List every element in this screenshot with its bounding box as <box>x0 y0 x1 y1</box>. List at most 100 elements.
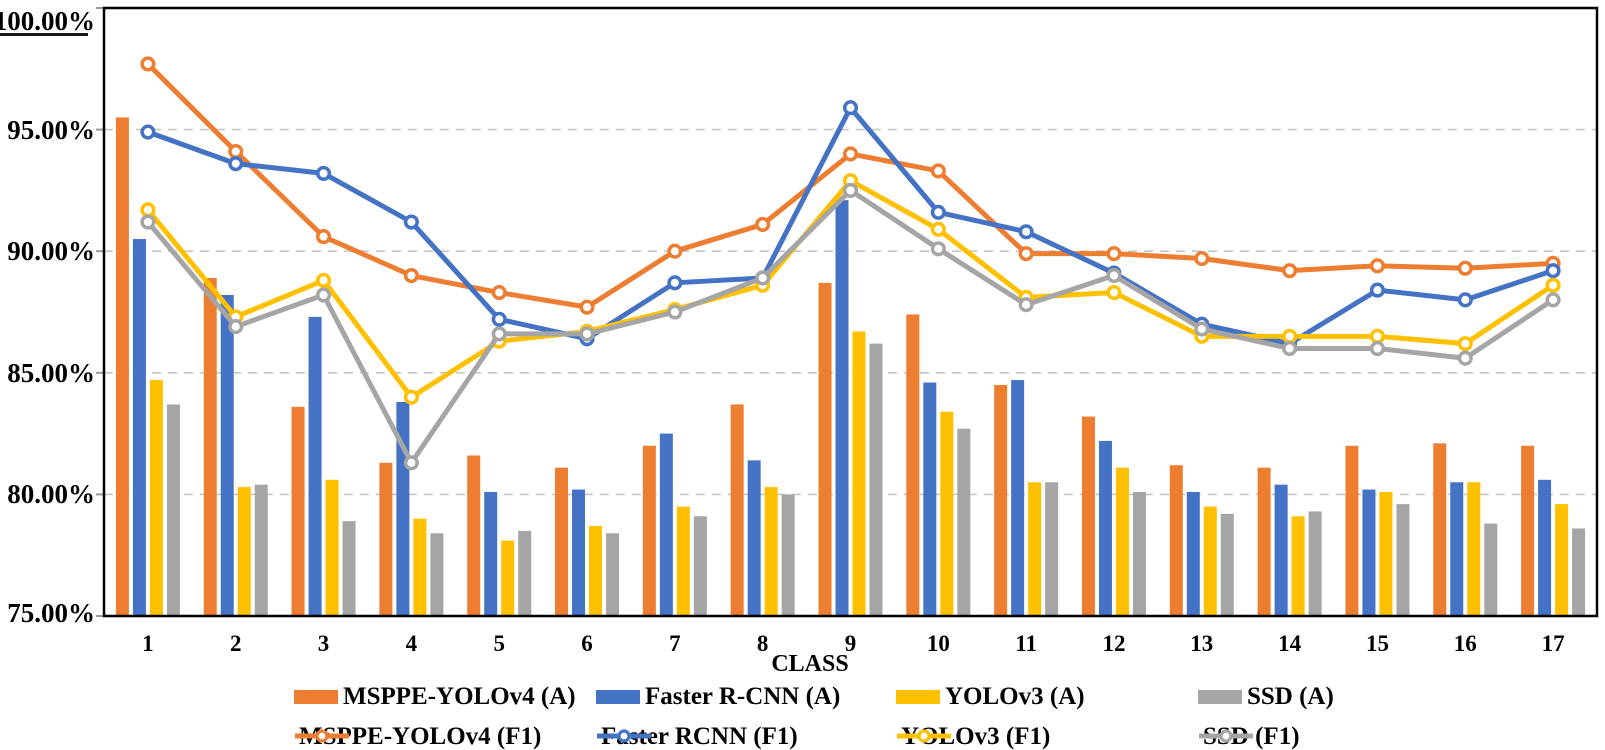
line-marker <box>755 270 771 286</box>
bar <box>1098 440 1112 616</box>
line-marker <box>1282 328 1298 344</box>
bar <box>1220 513 1234 616</box>
legend-swatch-bar <box>1198 690 1242 704</box>
legend-item: MSPPE-YOLOv4 (F1) <box>294 724 541 749</box>
x-axis: 1 2 3 4 5 6 7 8 9 10 11 12 13 14 15 16 17 <box>142 631 1564 656</box>
line-marker <box>842 182 859 198</box>
x-axis-tick-label: 1 <box>142 631 154 656</box>
bar <box>1186 491 1200 616</box>
line-marker <box>403 389 419 405</box>
bar <box>659 433 673 616</box>
bar <box>1081 416 1095 616</box>
bar <box>957 428 971 616</box>
bar <box>572 489 586 616</box>
bar <box>254 484 268 616</box>
legend-item: SSD (A) <box>1198 684 1334 709</box>
line-marker <box>140 56 156 72</box>
line-marker <box>316 165 332 181</box>
bar <box>1467 482 1481 616</box>
line-marker <box>842 100 859 116</box>
legend-swatch-line <box>1199 729 1253 743</box>
line-marker <box>1369 282 1385 298</box>
line-marker <box>1545 277 1561 293</box>
legend-line-marker <box>315 729 329 743</box>
plot-area-border <box>102 6 1599 618</box>
bar <box>747 460 761 616</box>
bar <box>237 487 251 616</box>
line-series-group <box>140 56 1561 471</box>
legend-item-label: YOLOv3 (A) <box>945 683 1085 710</box>
legend-item-label: MSPPE-YOLOv4 (A) <box>343 683 576 710</box>
line-marker <box>140 124 156 140</box>
line-series <box>147 105 1554 347</box>
line-marker <box>1194 250 1210 267</box>
bar <box>1203 506 1217 616</box>
x-axis-tick-label: 13 <box>1190 631 1213 656</box>
legend-item: Faster R-CNN (A) <box>596 684 840 709</box>
legend-item: YOLOv3 (A) <box>896 683 1085 710</box>
line-marker <box>1457 336 1473 352</box>
x-axis-tick-label: 9 <box>845 631 857 656</box>
line-marker <box>667 304 683 320</box>
line-marker <box>667 243 683 259</box>
bar <box>149 380 163 616</box>
bar <box>342 521 356 616</box>
y-axis: 100.00% 95.00% 90.00% 85.00% 80.00% 75.0… <box>0 6 95 628</box>
bar <box>642 445 656 616</box>
legend-line-marker <box>917 729 931 743</box>
line-marker <box>491 284 507 301</box>
line-marker <box>491 326 507 342</box>
line-marker <box>1545 263 1561 279</box>
bar <box>555 467 569 616</box>
x-axis-tick-label: 3 <box>318 631 330 656</box>
bar <box>1433 443 1447 616</box>
line-marker <box>842 146 859 162</box>
line-marker <box>140 202 156 218</box>
legend-line-marker <box>1219 729 1233 743</box>
legend-swatch-line <box>295 729 349 743</box>
line-marker <box>316 272 332 288</box>
line-marker <box>1106 267 1122 284</box>
bar <box>1169 465 1183 616</box>
line-marker <box>1369 340 1385 357</box>
bar <box>940 411 954 616</box>
line-marker <box>1018 224 1034 240</box>
legend-swatch-line <box>897 729 951 743</box>
x-axis-tick-label: 8 <box>757 631 769 656</box>
line-marker <box>930 204 946 220</box>
bar <box>1132 491 1146 616</box>
legend-item: Faster RCNN (F1) <box>596 724 798 749</box>
line-marker <box>140 214 156 230</box>
x-axis-tick-label: 14 <box>1278 631 1302 656</box>
x-axis-tick-label: 5 <box>493 631 505 656</box>
x-axis-tick-label: 2 <box>230 631 242 656</box>
line-marker <box>1282 340 1298 357</box>
line-marker <box>491 311 507 327</box>
bar <box>1572 528 1586 616</box>
line-marker <box>316 229 332 245</box>
bar <box>606 533 620 616</box>
x-axis-tick-label: 6 <box>581 631 593 656</box>
bar <box>1396 504 1410 616</box>
bar <box>1538 479 1552 616</box>
bar <box>308 316 322 616</box>
x-axis-tick-label: 16 <box>1454 631 1477 656</box>
y-axis-tick-label: 80.00% <box>7 479 95 509</box>
bar <box>818 282 832 616</box>
line-marker <box>1457 292 1473 308</box>
bar <box>1362 489 1376 616</box>
bar <box>1115 467 1129 616</box>
bar <box>325 479 339 616</box>
bar <box>203 277 217 616</box>
bar <box>589 526 603 616</box>
bar <box>1028 482 1042 616</box>
x-axis-tick-label: 12 <box>1102 631 1125 656</box>
bar <box>1308 511 1322 616</box>
bar <box>115 117 129 616</box>
legend-swatch-bar <box>596 690 640 704</box>
line-marker <box>1457 260 1473 276</box>
line-marker <box>930 221 946 237</box>
bar <box>1291 516 1305 616</box>
